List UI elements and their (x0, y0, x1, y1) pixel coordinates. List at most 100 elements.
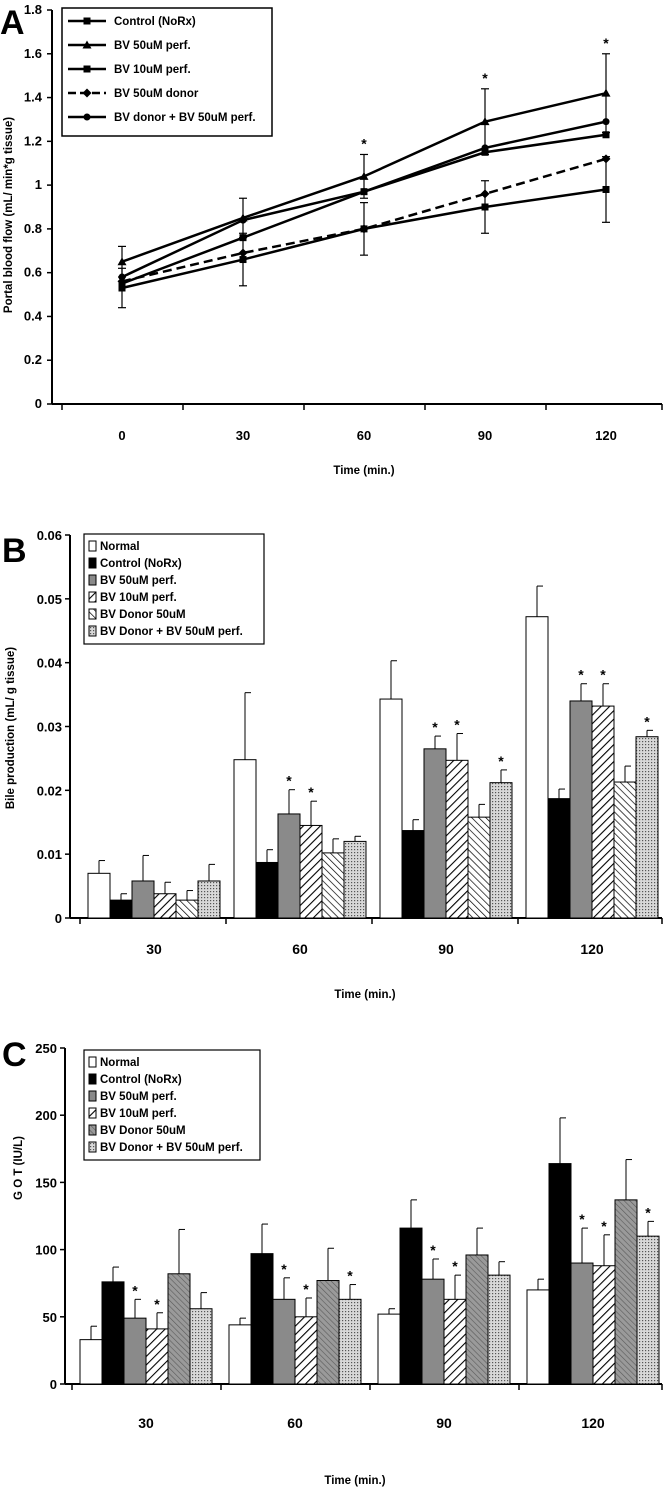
significance-star: * (454, 717, 460, 733)
bar (636, 1235, 660, 1385)
data-point (601, 154, 611, 164)
significance-star: * (361, 135, 367, 151)
bar (321, 852, 345, 919)
legend-label: Normal (100, 1057, 140, 1069)
bar (547, 798, 571, 919)
legend-marker (82, 40, 92, 49)
significance-star: * (430, 1242, 436, 1258)
legend-swatch (88, 1124, 97, 1136)
bar (591, 705, 615, 919)
bar (87, 872, 111, 919)
panel-a-line-chart: A 0 0.2 0.4 0.6 0.8 1 1.2 1.4 1.6 1.8 0 30 60 90 120 * *… (0, 2, 663, 477)
data-point (481, 144, 489, 152)
y-tick-label: 0.4 (24, 308, 43, 323)
bar (228, 1324, 252, 1385)
x-tick-label: 30 (236, 428, 250, 443)
bar (377, 1313, 401, 1385)
bar (299, 824, 323, 919)
significance-star: * (498, 753, 504, 769)
legend-label: BV 50uM perf. (114, 40, 191, 52)
bar (131, 880, 155, 919)
bar (123, 1317, 147, 1385)
bar (525, 616, 549, 919)
panel-a-xlabel: Time (min.) (333, 465, 394, 477)
bar (489, 782, 513, 919)
data-point (480, 189, 490, 199)
significance-star: * (482, 70, 488, 86)
panel-a-ylabel: Portal blood flow (mL/ min*g tissue) (3, 117, 15, 313)
legend-label: Control (NoRx) (100, 1074, 182, 1086)
y-tick-label: 0.01 (37, 847, 62, 862)
significance-star: * (645, 1204, 651, 1220)
legend-label: BV Donor + BV 50uM perf. (100, 626, 243, 638)
y-tick-label: 1.6 (24, 46, 42, 61)
bar (167, 1273, 191, 1385)
bar (423, 748, 447, 919)
data-point (481, 148, 489, 156)
x-tick-label: 90 (438, 941, 454, 957)
panel-a-letter: A (0, 4, 25, 42)
y-tick-label: 0.6 (24, 265, 42, 280)
y-tick-label: 0.05 (37, 592, 62, 607)
legend-swatch (88, 608, 97, 620)
y-tick-label: 0.02 (37, 783, 62, 798)
legend-box (61, 7, 273, 137)
y-tick-label: 0 (50, 1377, 57, 1392)
significance-star: * (578, 667, 584, 683)
legend-swatch (88, 1141, 97, 1153)
panel-c-legend: Normal Control (NoRx) BV 50uM perf. BV 10uM… (83, 1049, 261, 1161)
panel-b-legend: Normal Control (NoRx) BV 50uM perf. BV 10uM… (83, 533, 265, 645)
legend-marker (82, 88, 92, 98)
significance-star: * (286, 773, 292, 789)
legend-label: BV Donor 50uM (100, 1125, 186, 1137)
significance-star: * (308, 784, 314, 800)
data-point (602, 185, 610, 193)
x-tick-label: 30 (138, 1415, 154, 1431)
significance-star: * (303, 1281, 309, 1297)
legend-swatch (88, 591, 97, 603)
x-tick-label: 120 (580, 941, 604, 957)
legend-marker (83, 65, 91, 73)
y-tick-label: 200 (35, 1108, 57, 1123)
legend-label: BV 10uM perf. (100, 592, 177, 604)
significance-star: * (347, 1268, 353, 1284)
data-point (601, 88, 611, 97)
legend-label: BV Donor 50uM (100, 609, 186, 621)
legend-label: Control (NoRx) (100, 558, 182, 570)
bar (399, 1227, 423, 1385)
panel-b-xlabel: Time (min.) (334, 989, 395, 1001)
bar (614, 1199, 638, 1385)
bar (570, 1262, 594, 1385)
y-tick-label: 1 (35, 177, 42, 192)
data-point (118, 284, 126, 292)
significance-star: * (600, 667, 606, 683)
data-point (602, 118, 610, 126)
y-tick-label: 0.06 (37, 528, 62, 543)
bar (101, 1281, 125, 1385)
x-tick-label: 120 (581, 1415, 605, 1431)
legend-box (83, 1049, 261, 1161)
significance-star: * (452, 1258, 458, 1274)
bar (145, 1328, 169, 1385)
bar (613, 781, 637, 919)
panel-a-legend: Control (NoRx) BV 50uM perf. BV 10uM perf.… (61, 7, 273, 137)
bar (379, 698, 403, 919)
legend-marker (83, 113, 91, 121)
y-tick-label: 1.4 (24, 90, 43, 105)
x-tick-label: 60 (292, 941, 308, 957)
bar (421, 1278, 445, 1385)
bar (465, 1254, 489, 1385)
y-tick-label: 250 (35, 1041, 57, 1056)
panel-c-xlabel: Time (min.) (324, 1475, 385, 1487)
legend-swatch (88, 1056, 97, 1068)
bar (467, 816, 491, 919)
panel-b-plot-area: 0 0.01 0.02 0.03 0.04 0.05 0.06 30 * * 60 * * * 90 * * * 1… (37, 528, 663, 957)
panel-c-ylabel: G O T (IU/L) (13, 1136, 25, 1200)
legend-label: BV 50uM perf. (100, 575, 177, 587)
y-tick-label: 0 (35, 396, 42, 411)
significance-star: * (154, 1296, 160, 1312)
legend-swatch (88, 625, 97, 637)
panel-b-ylabel: Bile production (mL/ g tissue) (5, 647, 17, 809)
legend-swatch (88, 1073, 97, 1085)
